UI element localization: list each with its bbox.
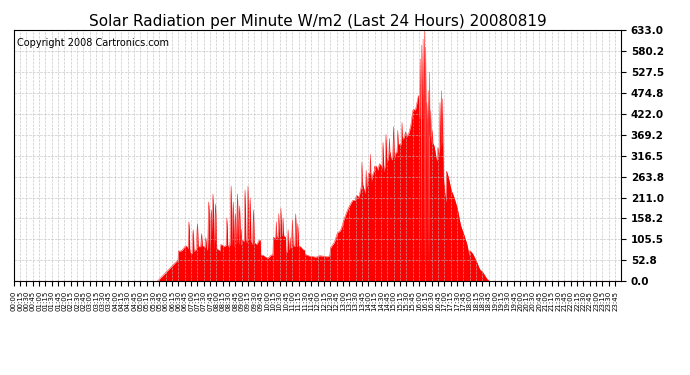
Text: Copyright 2008 Cartronics.com: Copyright 2008 Cartronics.com [17,38,169,48]
Title: Solar Radiation per Minute W/m2 (Last 24 Hours) 20080819: Solar Radiation per Minute W/m2 (Last 24… [88,14,546,29]
